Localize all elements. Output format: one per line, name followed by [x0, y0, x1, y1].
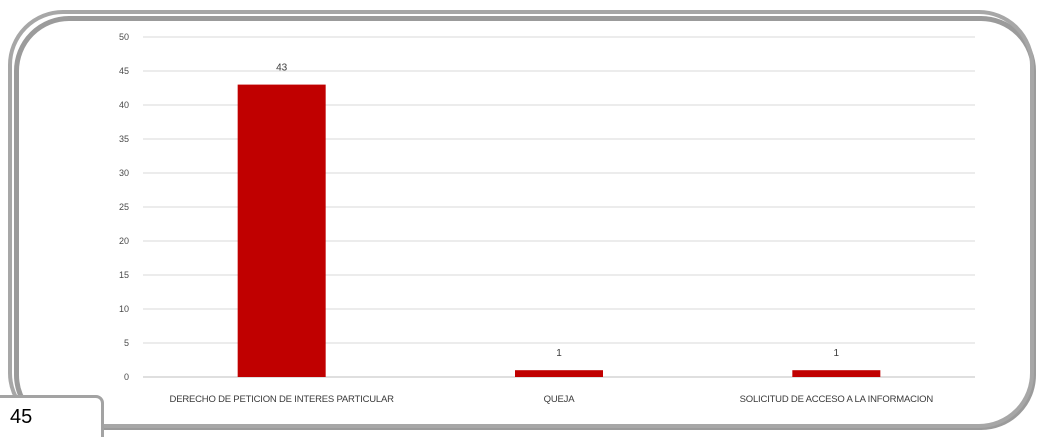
- page-number-tab: 45: [0, 395, 104, 437]
- y-tick-label: 5: [124, 338, 129, 348]
- bar: [792, 370, 881, 377]
- x-category-label: SOLICITUD DE ACCESO A LA INFORMACION: [740, 394, 934, 405]
- bar: [515, 370, 603, 377]
- y-tick-label: 45: [119, 66, 129, 76]
- x-axis-category-labels: DERECHO DE PETICION DE INTERES PARTICULA…: [170, 394, 934, 405]
- bar: [237, 84, 326, 377]
- y-tick-label: 0: [124, 372, 129, 382]
- y-tick-label: 15: [119, 270, 129, 280]
- data-label: 1: [834, 348, 840, 359]
- y-tick-label: 40: [119, 100, 129, 110]
- page-number: 45: [10, 406, 33, 428]
- chart-frame: [8, 10, 1034, 428]
- bars: [237, 84, 881, 377]
- x-category-label: DERECHO DE PETICION DE INTERES PARTICULA…: [170, 394, 395, 405]
- data-label: 43: [276, 63, 288, 74]
- y-tick-label: 10: [119, 304, 129, 314]
- y-tick-label: 25: [119, 202, 129, 212]
- data-label: 1: [556, 348, 562, 359]
- data-labels: 43 1 1: [276, 63, 839, 360]
- y-axis-tick-labels: 0 5 10 15 20 25 30 35 40 45 50: [119, 32, 129, 382]
- y-tick-label: 30: [119, 168, 129, 178]
- x-category-label: QUEJA: [544, 394, 576, 405]
- y-tick-label: 50: [119, 32, 129, 42]
- y-tick-label: 35: [119, 134, 129, 144]
- y-tick-label: 20: [119, 236, 129, 246]
